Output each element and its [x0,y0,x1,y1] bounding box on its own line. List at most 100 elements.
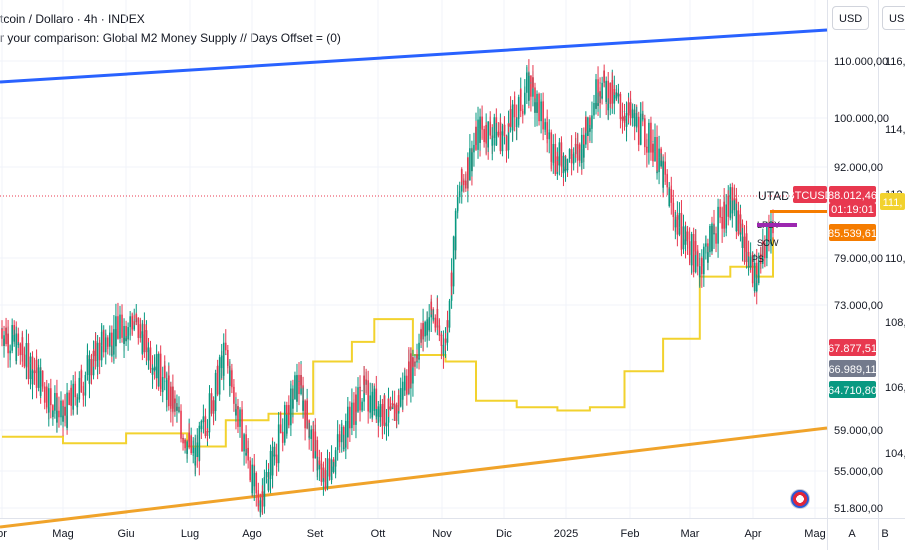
candle-body [387,398,390,410]
candle-body [737,228,740,235]
candle-body [25,343,28,367]
y2-tick-label: 116,00 [885,56,905,68]
candle-body [607,80,610,111]
candle-body [725,204,728,223]
candle-body [165,380,168,400]
candle-body [245,434,247,456]
x-tick-label: B [881,528,888,540]
candle-body [98,345,101,361]
candle-body [662,161,664,188]
candle-body [688,241,691,255]
candle-body [92,350,95,357]
candle-body [507,123,510,151]
candle-body [328,464,331,477]
candle-body [599,91,601,97]
candle-body [505,150,508,152]
x-tick-label: Lug [181,528,199,540]
candle-body [198,425,201,461]
candle-body [149,367,152,370]
candle-body [729,187,732,218]
candle-body [515,118,518,128]
candle-body [711,223,713,252]
channel-line-lower [0,426,828,529]
candle-body [646,146,648,153]
candle-body [454,210,457,251]
candle-body [460,169,463,183]
gridlines [0,0,827,518]
currency-selector-left[interactable]: USD [832,6,870,30]
candle-body [41,384,44,387]
candle-body [517,97,520,114]
btc-point [578,153,581,155]
candle-body [127,327,129,339]
y-tick-label: 79.000,00 [834,253,883,265]
candle-body [721,217,723,229]
candle-body [298,386,300,395]
candle-body [267,479,270,491]
candle-body [397,395,400,407]
candle-body [237,406,239,427]
candle-body [519,89,522,112]
candle-body [422,323,424,337]
candle-body [495,131,498,146]
candle-body [149,347,152,368]
candle-body [41,370,44,385]
candle-body [666,183,669,188]
candle-body [23,357,26,367]
candle-body [172,386,174,412]
candle-body [452,255,455,287]
candle-body [694,241,697,273]
candle-body [263,494,266,507]
candle-body [487,121,489,148]
candle-body [705,243,707,245]
candle-body [255,480,258,494]
candle-body [9,350,11,352]
x-tick-label: Set [307,528,324,540]
candle-body [135,314,138,319]
candle-body [35,359,38,388]
candle-body [401,381,404,400]
candle-body [613,89,616,104]
x-tick-label: Apr [744,528,761,540]
candle-body [367,380,369,408]
candle-body [452,236,455,256]
candle-body [275,461,278,464]
candle-body [334,450,337,465]
candle-body [174,398,176,404]
candle-body [546,130,548,139]
candle-body [190,435,192,454]
us-flag-icon[interactable] [790,489,810,509]
btc-point [62,418,64,421]
candle-body [751,255,754,284]
candle-body [86,355,89,360]
candle-body [94,341,97,362]
candle-body [426,319,428,336]
candle-body [369,395,372,413]
candle-body [481,128,483,130]
candle-body [29,356,32,374]
candle-body [180,424,182,439]
candle-body [290,388,292,390]
candle-body [202,416,205,422]
candle-body [283,405,286,415]
candle-body [475,126,477,150]
candle-body [554,143,557,165]
candle-body [155,354,158,379]
candle-body [342,447,345,450]
candle-body [375,409,378,417]
candle-body [644,118,646,133]
candle-body [593,102,595,113]
btc-point [729,198,732,201]
price-badge-6: 66.989,11 [828,360,877,377]
currency-selector-right[interactable]: USD [882,6,905,30]
candle-body [320,463,323,482]
candle-body [277,424,280,444]
candle-body [357,390,359,412]
candle-body [151,367,154,375]
y-tick-label: 100.000,00 [834,113,889,125]
candle-body [224,342,227,349]
candle-body [349,420,351,429]
candle-body [552,143,555,162]
candle-body [737,210,740,229]
